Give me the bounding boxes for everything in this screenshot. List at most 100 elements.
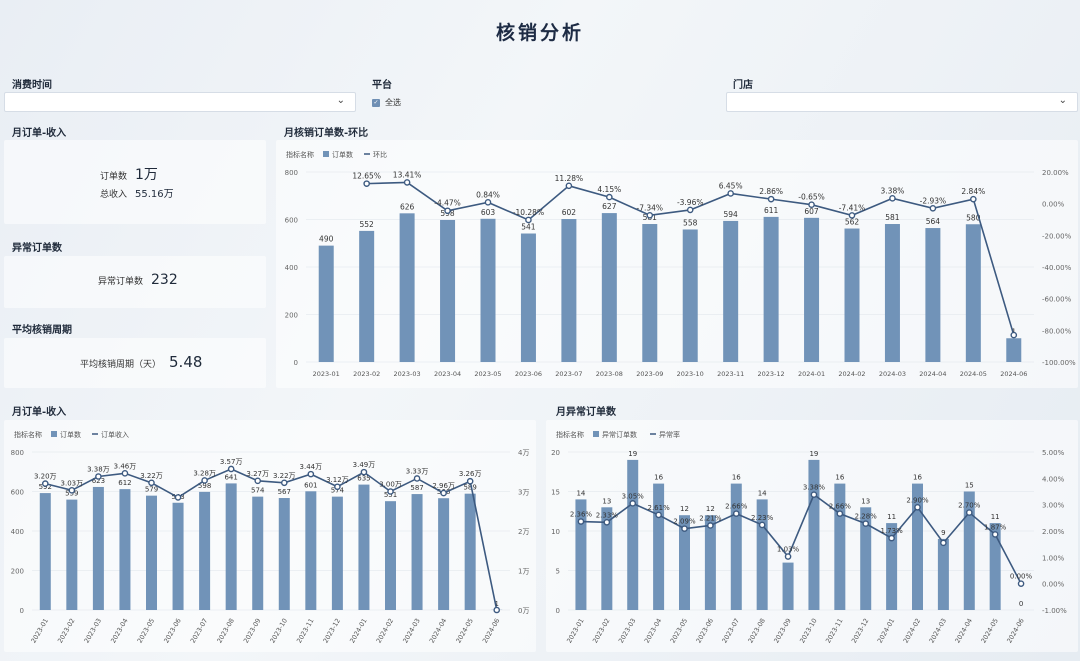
bar-value-label: 15	[965, 482, 974, 490]
y2-tick-label: 0.00%	[1042, 201, 1065, 209]
line-point	[444, 207, 451, 215]
line-point	[254, 477, 262, 485]
x-tick-label: 2023-12	[322, 617, 343, 645]
line-point	[148, 479, 155, 487]
x-tick-label: 2024-01	[348, 617, 369, 645]
bar-value-label: 11	[991, 513, 1000, 521]
line-point	[493, 606, 501, 614]
bar	[225, 483, 237, 610]
bar	[561, 219, 577, 362]
line-value-label: 3.44万	[300, 463, 323, 471]
store-filter-select[interactable]: ⌄	[726, 92, 1078, 112]
checkbox-icon: ✓	[372, 98, 380, 107]
x-tick-label: 2023-10	[268, 617, 289, 645]
line-value-label: -3.96%	[677, 198, 704, 207]
line-point	[848, 212, 856, 219]
x-tick-label: 2024-06	[1000, 370, 1027, 378]
y2-tick-label: 3.00%	[1042, 502, 1065, 510]
line-point	[862, 520, 870, 527]
y-tick-label: 200	[285, 312, 298, 320]
x-tick-label: 2023-08	[746, 617, 767, 645]
line-point	[727, 190, 734, 197]
x-tick-label: 2023-03	[394, 370, 421, 378]
bar-value-label: 627	[602, 202, 617, 211]
x-tick-label: 2023-03	[83, 617, 104, 645]
line-value-label: 12.65%	[352, 172, 381, 181]
platform-select-all[interactable]: ✓ 全选	[372, 97, 401, 108]
cycle-label: 平均核销周期（天）	[80, 360, 162, 370]
line-point	[484, 199, 492, 206]
bar-value-label: 598	[198, 482, 211, 490]
legend-bar-swatch	[593, 431, 599, 437]
y-tick-label: 200	[11, 568, 24, 576]
x-tick-label: 2023-02	[56, 617, 77, 645]
legend-line-label: 环比	[373, 150, 387, 159]
x-tick-label: 2023-05	[474, 370, 501, 378]
bar-value-label: 579	[145, 486, 158, 494]
line-value-label: 0.84%	[476, 190, 500, 199]
line-point	[201, 477, 208, 484]
x-tick-label: 2024-01	[876, 617, 897, 645]
bar	[359, 230, 375, 362]
y-tick-label: 0	[294, 359, 298, 367]
line-point	[784, 553, 792, 560]
time-filter-select[interactable]: ⌄	[4, 92, 356, 112]
chevron-down-icon: ⌄	[336, 95, 345, 106]
line-value-label: 2.33%	[596, 511, 619, 519]
line-point	[767, 195, 775, 203]
bar	[723, 220, 739, 362]
bar-value-label: 581	[885, 213, 900, 222]
line-value-label: 2.86%	[759, 187, 783, 196]
line-point	[174, 494, 182, 501]
bar-value-label: 623	[92, 477, 105, 485]
line-point	[413, 475, 421, 482]
line-value-label: 3.22万	[273, 472, 296, 480]
line-point	[991, 531, 999, 538]
line-value-label: 0.00%	[1010, 573, 1033, 581]
bar-value-label: 490	[319, 235, 334, 244]
bar-value-label: 603	[481, 208, 496, 217]
line-point	[525, 216, 532, 224]
kpi-abnormal-card: 异常订单数 232	[4, 256, 266, 308]
line-value-label: 2.84%	[961, 187, 985, 196]
chart1-card: 指标名称 订单数 环比 0 200 400 600 800 -100.00% -80.00% -60…	[276, 140, 1078, 388]
y2-tick-label: 4万	[518, 449, 529, 457]
y2-tick-label: 2.00%	[1042, 528, 1065, 536]
bar	[199, 491, 211, 610]
bar	[682, 229, 698, 362]
x-tick-label: 2024-02	[838, 370, 865, 378]
line-value-label: -10.28%	[513, 208, 544, 217]
x-tick-label: 2024-05	[979, 617, 1000, 645]
line-point	[836, 510, 844, 517]
x-tick-label: 2024-04	[428, 617, 449, 645]
line-value-label: 1.03%	[777, 546, 800, 554]
bar	[358, 484, 370, 610]
orders-value: 1万	[135, 167, 158, 183]
line-value-label: 2.90%	[906, 496, 929, 504]
series-line	[45, 468, 498, 611]
bar	[1006, 338, 1022, 362]
line-value-label: 3.46万	[114, 462, 137, 470]
bar	[642, 224, 658, 362]
x-tick-label: 2023-02	[353, 370, 380, 378]
bar	[925, 228, 941, 362]
line-value-label: 6.45%	[719, 181, 743, 190]
x-tick-label: 2023-11	[295, 617, 316, 645]
x-tick-label: 2024-04	[953, 617, 974, 645]
x-tick-label: 2023-04	[434, 370, 461, 378]
x-tick-label: 2023-04	[109, 617, 130, 645]
y-tick-label: 400	[11, 528, 24, 536]
line-point	[929, 205, 937, 212]
bar-value-label: 592	[39, 483, 52, 491]
y-tick-label: 0	[20, 607, 24, 615]
y2-tick-label: 2万	[518, 528, 529, 536]
line-value-label: 1.73%	[880, 527, 903, 535]
bar-value-label: 552	[360, 220, 375, 229]
x-tick-label: 2023-10	[677, 370, 704, 378]
bar-value-label: 587	[410, 484, 423, 492]
line-point	[227, 465, 235, 473]
x-tick-label: 2023-06	[162, 617, 183, 645]
y2-tick-label: 20.00%	[1042, 169, 1069, 177]
chart1-title: 月核销订单数-环比	[284, 128, 369, 139]
bar-value-label: 16	[835, 474, 844, 482]
